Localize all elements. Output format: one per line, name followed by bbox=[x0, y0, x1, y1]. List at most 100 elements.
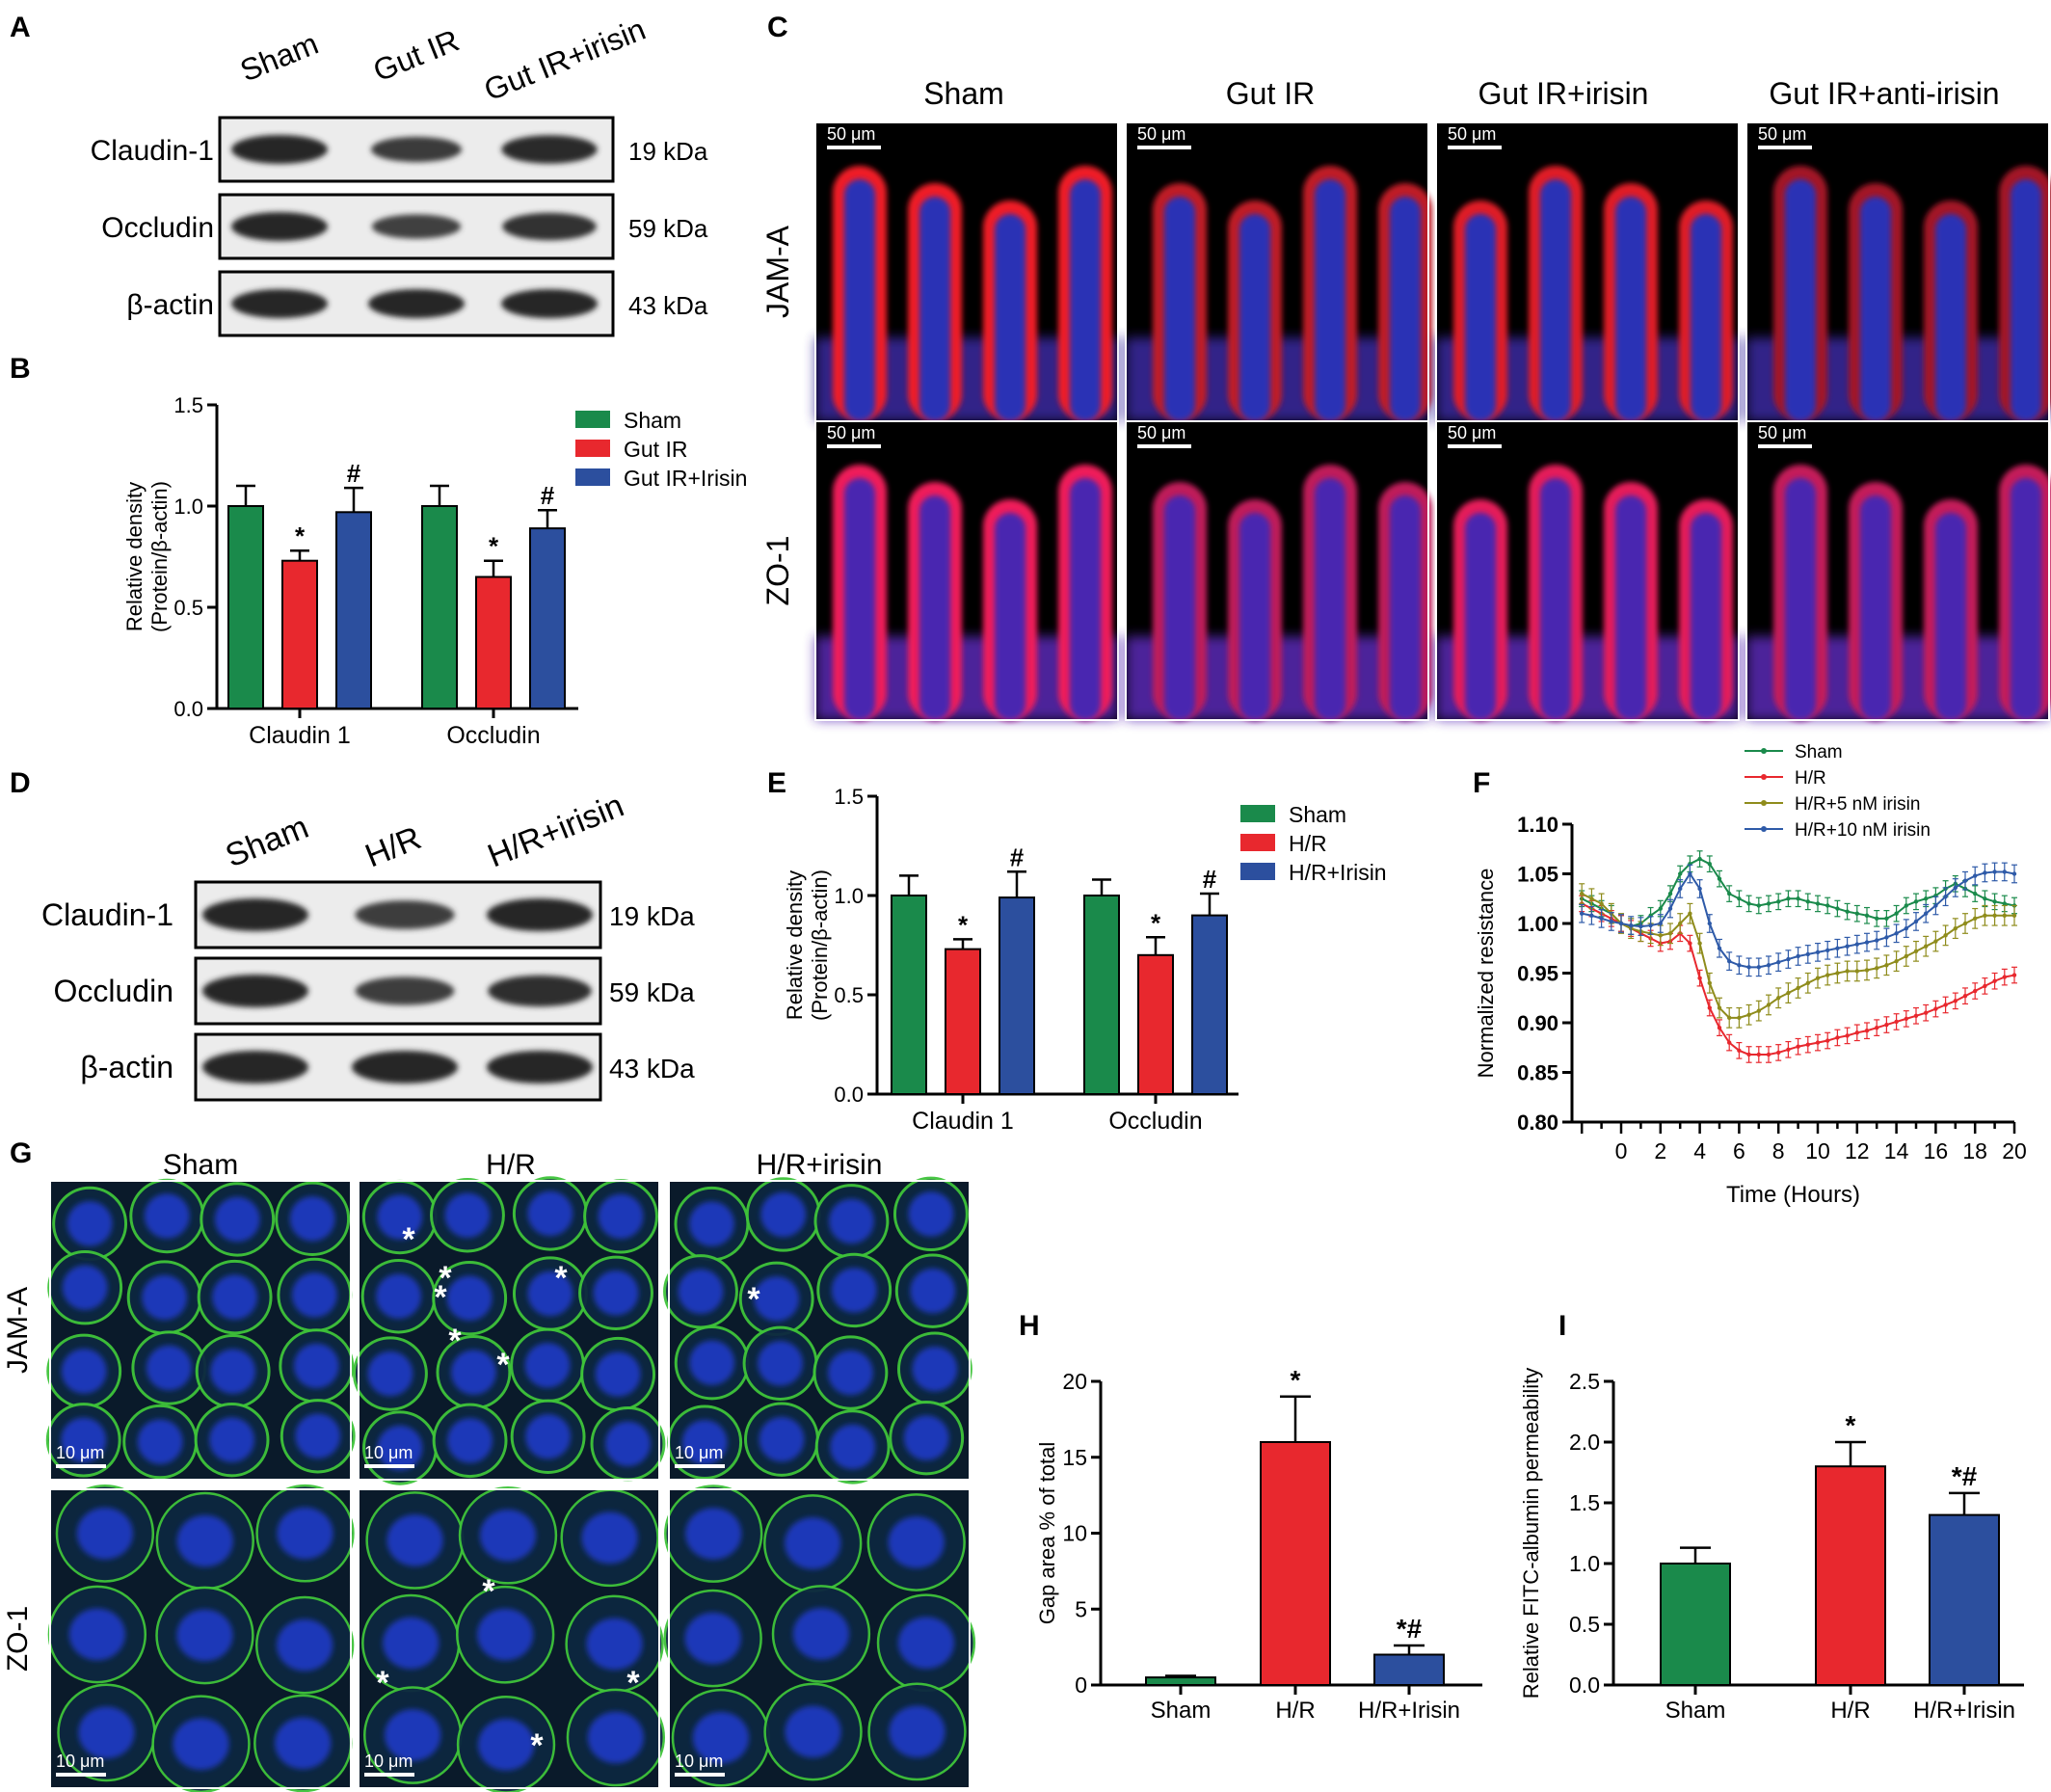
data-point bbox=[1924, 1010, 1929, 1015]
gap-marker: * bbox=[376, 1665, 389, 1701]
bar bbox=[891, 895, 927, 1095]
villus-core bbox=[1540, 179, 1571, 421]
bar bbox=[1660, 1563, 1731, 1686]
data-point bbox=[1973, 873, 1978, 878]
cell-nucleus bbox=[277, 1618, 333, 1672]
micrograph-border bbox=[668, 1488, 971, 1789]
x-tick-label: Sham bbox=[1665, 1698, 1726, 1724]
data-point bbox=[1756, 1052, 1762, 1057]
cell-nucleus bbox=[214, 1196, 260, 1243]
cell-nucleus bbox=[912, 1346, 958, 1392]
blot-band bbox=[370, 136, 463, 163]
cell-nucleus bbox=[527, 1190, 573, 1237]
data-point bbox=[1766, 1003, 1771, 1007]
bar bbox=[1373, 1653, 1445, 1686]
cell-nucleus bbox=[76, 1507, 134, 1560]
data-point bbox=[1884, 1022, 1889, 1028]
scale-bar-label: 10 μm bbox=[56, 1752, 104, 1771]
cell-nucleus bbox=[385, 1709, 441, 1761]
legend-label: H/R bbox=[1289, 831, 1327, 856]
data-point bbox=[1786, 990, 1791, 996]
cell-nucleus bbox=[209, 1417, 254, 1462]
data-point bbox=[1589, 913, 1594, 918]
x-tick-label: H/R bbox=[1275, 1698, 1315, 1724]
cell-nucleus bbox=[61, 1417, 107, 1463]
y-axis-label: (Protein/β-actin) bbox=[147, 481, 172, 632]
x-tick-label: 10 bbox=[1805, 1138, 1830, 1163]
data-point bbox=[1756, 903, 1762, 908]
blot-band bbox=[231, 135, 328, 164]
villus-core bbox=[995, 513, 1026, 720]
villus-core bbox=[1860, 197, 1891, 421]
legend-marker bbox=[1761, 800, 1767, 806]
data-point bbox=[1796, 985, 1800, 991]
western-blot-d: Sham H/R H/R+irisin Claudin-1 19 kDa Occlu… bbox=[41, 788, 695, 1102]
data-point bbox=[1727, 958, 1732, 964]
data-point bbox=[1953, 925, 1958, 931]
data-point bbox=[1796, 896, 1800, 901]
data-point bbox=[1667, 891, 1673, 896]
y-tick-label: 0.0 bbox=[834, 1083, 864, 1107]
row-label: JAM-A bbox=[760, 225, 795, 318]
data-point bbox=[1875, 966, 1879, 971]
bar-chart-e: 0.0 0.5 1.0 1.5 Relative density (Protein/β-a… bbox=[783, 785, 1387, 1135]
data-point bbox=[1924, 911, 1929, 916]
data-point bbox=[1894, 1019, 1899, 1025]
villus-core bbox=[1390, 197, 1421, 421]
gap-marker: * bbox=[747, 1281, 760, 1318]
data-point bbox=[1707, 921, 1713, 926]
data-point bbox=[1983, 870, 1987, 875]
x-tick-label: H/R+Irisin bbox=[1913, 1698, 2015, 1724]
data-point bbox=[1737, 1015, 1742, 1021]
data-point bbox=[1667, 906, 1673, 911]
blot-band bbox=[487, 898, 593, 931]
data-point bbox=[1943, 894, 1948, 899]
blot-lane-label: H/R bbox=[360, 819, 427, 874]
scale-bar-label: 50 μm bbox=[1448, 423, 1496, 442]
gap-marker: * bbox=[434, 1279, 447, 1316]
cell-nucleus bbox=[684, 1612, 741, 1665]
data-point bbox=[2011, 871, 2017, 876]
villus-core bbox=[1315, 478, 1345, 720]
data-point bbox=[1884, 916, 1889, 922]
legend-label: Gut IR+Irisin bbox=[624, 466, 747, 491]
scale-bar-label: 10 μm bbox=[675, 1752, 723, 1771]
y-axis-label: Normalized resistance bbox=[1474, 869, 1498, 1079]
data-point bbox=[1707, 1005, 1713, 1010]
blot-row-label: β-actin bbox=[80, 1050, 173, 1084]
x-tick-label: Claudin 1 bbox=[912, 1108, 1014, 1135]
micrograph-border bbox=[49, 1488, 352, 1789]
column-header: Gut IR bbox=[1226, 76, 1315, 111]
data-point bbox=[1717, 1005, 1722, 1010]
y-tick-label: 1.0 bbox=[1569, 1551, 1600, 1576]
legend-label: H/R+Irisin bbox=[1289, 860, 1387, 885]
blot-band bbox=[371, 214, 462, 239]
data-point bbox=[1717, 1025, 1722, 1030]
legend-swatch bbox=[1240, 805, 1275, 822]
data-point bbox=[1786, 956, 1791, 962]
data-point bbox=[1815, 901, 1821, 906]
x-tick-label: H/R+Irisin bbox=[1358, 1698, 1460, 1724]
data-point bbox=[1658, 921, 1664, 926]
x-tick-label: 6 bbox=[1733, 1138, 1745, 1163]
villus-core bbox=[1070, 478, 1101, 720]
x-tick-label: 12 bbox=[1845, 1138, 1870, 1163]
data-point bbox=[1973, 988, 1978, 994]
data-point bbox=[1737, 1048, 1742, 1054]
line-chart-f: 0.80 0.85 0.90 0.95 1.00 1.05 1.10 0 2 4 6 8 10 12 14 1… bbox=[1474, 742, 2027, 1208]
blot-kda-label: 59 kDa bbox=[609, 977, 695, 1007]
y-tick-label: 0.0 bbox=[173, 697, 203, 721]
y-tick-label: 0.5 bbox=[1569, 1612, 1600, 1637]
data-point bbox=[1746, 965, 1751, 970]
blot-lane-label: Sham bbox=[221, 809, 314, 875]
cell-nucleus bbox=[68, 1608, 125, 1661]
cell-nucleus bbox=[829, 1198, 874, 1244]
micrograph: 50 μm bbox=[1745, 121, 2051, 422]
significance-mark: * bbox=[295, 522, 306, 550]
legend-swatch bbox=[1240, 863, 1275, 880]
data-point bbox=[1992, 978, 1997, 983]
blot-row-label: Claudin-1 bbox=[41, 897, 173, 932]
cell-nucleus bbox=[831, 1268, 877, 1313]
x-tick-label: Sham bbox=[1151, 1698, 1212, 1724]
